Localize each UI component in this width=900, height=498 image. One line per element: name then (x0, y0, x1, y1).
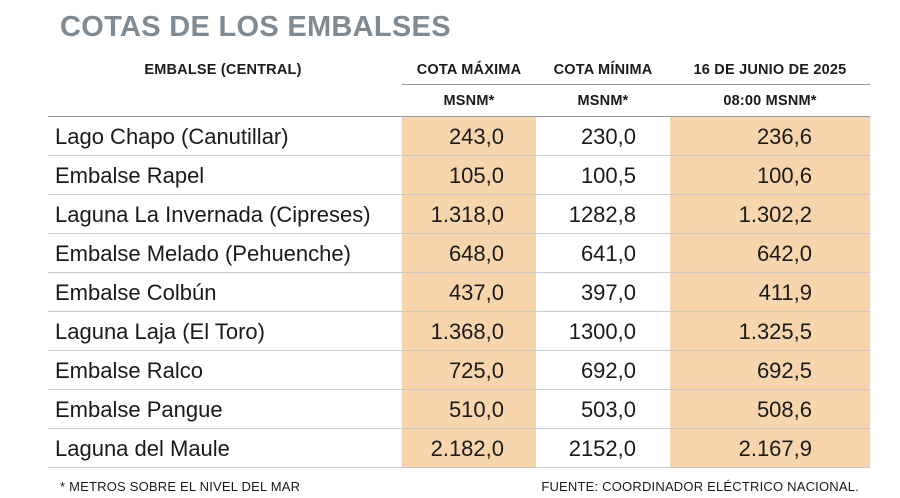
cell-embalse: Laguna Laja (El Toro) (55, 319, 265, 344)
cell-cota-minima: 2152,0 (568, 436, 636, 461)
highlight-band-max (402, 117, 536, 467)
header-unit-min: MSNM* (577, 93, 629, 109)
header-divider-1 (402, 84, 870, 85)
cell-cota-minima: 503,0 (580, 397, 636, 422)
cell-embalse: Embalse Colbún (55, 280, 217, 305)
cell-cota-maxima: 437,0 (448, 280, 504, 305)
cell-embalse: Embalse Melado (Pehuenche) (55, 241, 351, 266)
cell-cota-maxima: 243,0 (448, 124, 504, 149)
header-divider-2 (48, 116, 870, 117)
cell-cota-minima: 641,0 (580, 241, 636, 266)
table-row: Lago Chapo (Canutillar) 243,0 230,0 236,6 (48, 117, 870, 156)
cell-cota-actual: 692,5 (756, 358, 812, 383)
cell-embalse: Laguna La Invernada (Cipreses) (55, 202, 371, 227)
row-divider (48, 428, 870, 429)
cell-cota-actual: 1.302,2 (738, 202, 812, 227)
row-divider (48, 194, 870, 195)
row-divider (48, 233, 870, 234)
cell-cota-minima: 1282,8 (568, 202, 636, 227)
cell-cota-maxima: 105,0 (448, 163, 504, 188)
cell-cota-maxima: 2.182,0 (430, 436, 504, 461)
cell-cota-actual: 236,6 (756, 124, 812, 149)
cell-cota-actual: 2.167,9 (738, 436, 812, 461)
cell-embalse: Embalse Rapel (55, 163, 205, 188)
page-title: COTAS DE LOS EMBALSES (60, 11, 451, 43)
header-unit-date: 08:00 MSNM* (723, 93, 817, 109)
row-divider (48, 155, 870, 156)
cell-cota-minima: 397,0 (580, 280, 636, 305)
cell-embalse: Embalse Ralco (55, 358, 203, 383)
cell-embalse: Embalse Pangue (55, 397, 223, 422)
cell-cota-actual: 411,9 (758, 280, 812, 305)
header-date: 16 DE JUNIO DE 2025 (693, 62, 847, 78)
cell-cota-minima: 1300,0 (568, 319, 636, 344)
cell-cota-actual: 100,6 (756, 163, 812, 188)
table-row: Embalse Pangue 510,0 503,0 508,6 (48, 390, 870, 429)
cell-cota-actual: 508,6 (756, 397, 812, 422)
table-row: Embalse Melado (Pehuenche) 648,0 641,0 642,… (48, 234, 870, 273)
table-row: Embalse Ralco 725,0 692,0 692,5 (48, 351, 870, 390)
table-row: Laguna La Invernada (Cipreses) 1.318,0 128… (48, 195, 870, 234)
cell-cota-minima: 692,0 (580, 358, 636, 383)
cell-cota-maxima: 510,0 (448, 397, 504, 422)
row-divider (48, 350, 870, 351)
header-name: EMBALSE (CENTRAL) (144, 62, 302, 78)
cell-cota-minima: 100,5 (580, 163, 636, 188)
highlight-band-current (670, 117, 870, 467)
source-note: FUENTE: COORDINADOR ELÉCTRICO NACIONAL. (541, 479, 859, 494)
table-row: Embalse Colbún 437,0 397,0 411,9 (48, 273, 870, 312)
footnote: * METROS SOBRE EL NIVEL DEL MAR (60, 479, 301, 494)
row-divider (48, 272, 870, 273)
cell-cota-maxima: 1.318,0 (430, 202, 504, 227)
cell-embalse: Lago Chapo (Canutillar) (55, 124, 289, 149)
cell-cota-minima: 230,0 (580, 124, 636, 149)
row-divider (48, 311, 870, 312)
cell-embalse: Laguna del Maule (55, 436, 230, 461)
row-divider (48, 467, 870, 468)
cell-cota-maxima: 648,0 (448, 241, 504, 266)
table-row: Laguna del Maule 2.182,0 2152,0 2.167,9 (48, 429, 870, 468)
cell-cota-actual: 1.325,5 (738, 319, 812, 344)
cell-cota-actual: 642,0 (756, 241, 812, 266)
cell-cota-maxima: 1.368,0 (430, 319, 504, 344)
table-row: Embalse Rapel 105,0 100,5 100,6 (48, 156, 870, 195)
header-unit-max: MSNM* (443, 93, 495, 109)
cell-cota-maxima: 725,0 (448, 358, 504, 383)
table-row: Laguna Laja (El Toro) 1.368,0 1300,0 1.325,… (48, 312, 870, 351)
header-min: COTA MÍNIMA (553, 62, 653, 78)
row-divider (48, 389, 870, 390)
header-max: COTA MÁXIMA (416, 62, 522, 78)
